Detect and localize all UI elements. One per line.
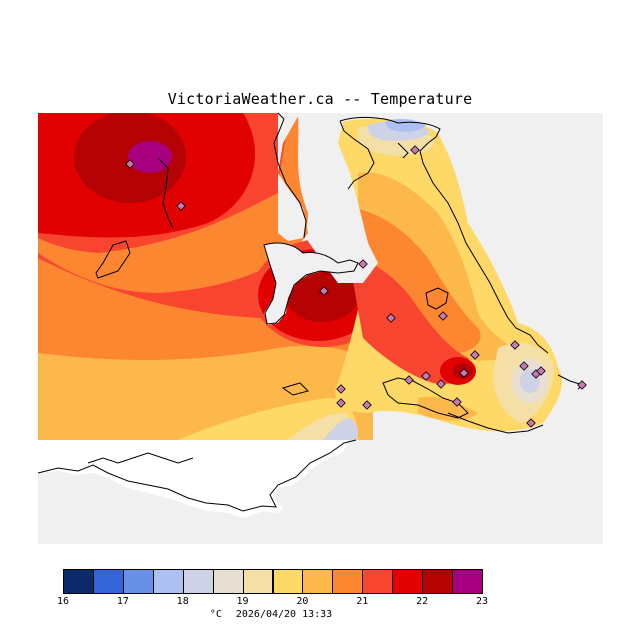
station-marker[interactable]	[459, 368, 469, 378]
station-marker[interactable]	[336, 398, 346, 408]
legend-tick-label: 16	[56, 596, 70, 607]
legend-tick-label: 18	[176, 596, 189, 607]
timestamp: 2026/04/20 13:33	[235, 609, 333, 620]
coastlines	[38, 113, 585, 512]
unit-label: °C	[209, 609, 222, 620]
map-canvas	[38, 113, 587, 518]
legend-swatch	[152, 569, 184, 594]
legend-swatch	[92, 569, 124, 594]
station-marker[interactable]	[436, 379, 446, 389]
legend-tick-label: 21	[356, 596, 369, 607]
legend-swatch	[422, 569, 454, 594]
legend-swatch	[63, 569, 94, 594]
temperature-map[interactable]	[38, 113, 603, 544]
station-marker[interactable]	[577, 380, 587, 390]
station-marker[interactable]	[438, 311, 448, 321]
temperature-field-west	[38, 113, 393, 440]
temperature-field-east	[335, 118, 563, 432]
legend-swatch	[362, 569, 394, 594]
map-title: VictoriaWeather.ca -- Temperature	[167, 90, 473, 108]
station-marker[interactable]	[125, 159, 135, 169]
map-caption: °C 2026/04/20 13:33	[0, 609, 542, 620]
legend-swatch	[392, 569, 424, 594]
station-marker[interactable]	[410, 145, 420, 155]
legend-tick-label: 19	[236, 596, 249, 607]
station-marker[interactable]	[319, 286, 329, 296]
station-marker[interactable]	[404, 375, 414, 385]
station-marker[interactable]	[452, 397, 462, 407]
legend-tick-label: 23	[475, 596, 489, 607]
station-marker[interactable]	[470, 350, 480, 360]
legend-tick-label: 22	[416, 596, 429, 607]
station-marker[interactable]	[386, 313, 396, 323]
station-marker[interactable]	[510, 340, 520, 350]
station-marker[interactable]	[362, 400, 372, 410]
legend-swatch	[122, 569, 154, 594]
station-marker[interactable]	[358, 259, 368, 269]
legend-swatch	[332, 569, 364, 594]
legend-swatch	[272, 569, 304, 594]
legend-swatch	[452, 569, 483, 594]
station-markers	[125, 145, 587, 428]
station-marker[interactable]	[519, 361, 529, 371]
temperature-legend	[63, 569, 483, 594]
legend-swatch	[242, 569, 274, 594]
legend-swatch	[182, 569, 214, 594]
legend-swatch	[212, 569, 244, 594]
legend-tick-label: 17	[116, 596, 129, 607]
station-marker[interactable]	[421, 371, 431, 381]
station-marker[interactable]	[176, 201, 186, 211]
station-marker[interactable]	[536, 366, 546, 376]
station-marker[interactable]	[526, 418, 536, 428]
legend-tick-label: 20	[296, 596, 309, 607]
station-marker[interactable]	[336, 384, 346, 394]
legend-swatch	[302, 569, 334, 594]
